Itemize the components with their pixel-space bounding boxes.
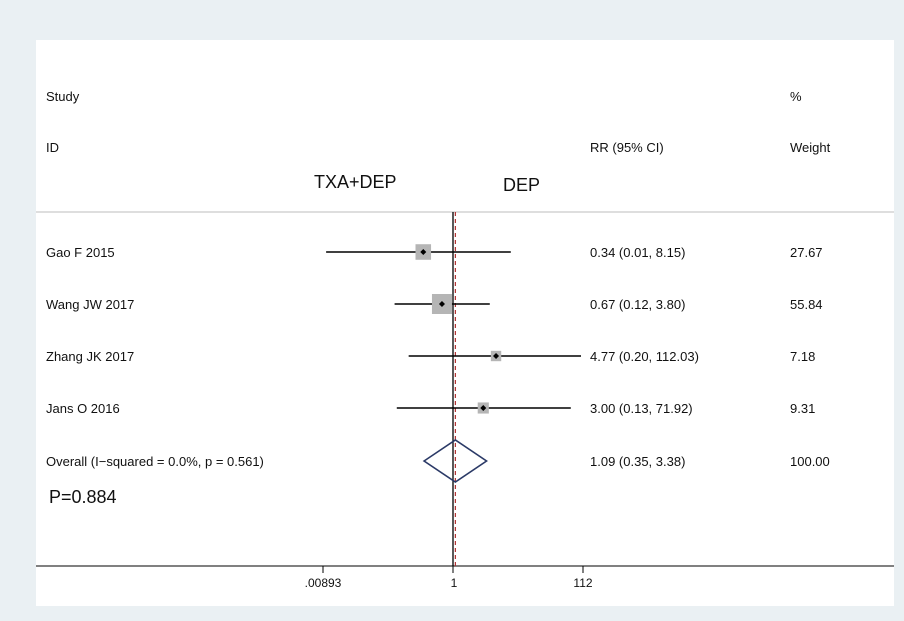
study-weight-text: 7.18 (790, 349, 816, 364)
study-label: Gao F 2015 (46, 245, 115, 260)
study-weight-text: 55.84 (790, 297, 823, 312)
header-weight: Weight (790, 140, 831, 155)
study-label: Jans O 2016 (46, 401, 120, 416)
favors-right-label: DEP (503, 175, 541, 195)
study-point-estimate (420, 249, 427, 255)
study-ci-text: 4.77 (0.20, 112.03) (590, 349, 699, 364)
overall-ci-text: 1.09 (0.35, 3.38) (590, 454, 686, 469)
plot-panel (36, 40, 894, 606)
overall-weight-text: 100.00 (790, 454, 830, 469)
header-id: ID (46, 140, 59, 155)
study-ci-text: 3.00 (0.13, 71.92) (590, 401, 693, 416)
study-point-estimate (493, 353, 500, 359)
study-point-estimate (480, 405, 487, 411)
x-tick-label: .00893 (304, 576, 342, 590)
x-tick-label: 1 (450, 576, 458, 590)
study-ci-text: 0.67 (0.12, 3.80) (590, 297, 686, 312)
study-label: Wang JW 2017 (46, 297, 135, 312)
header-ci: RR (95% CI) (590, 140, 664, 155)
study-point-estimate (438, 301, 445, 307)
study-weight-text: 9.31 (790, 401, 816, 416)
header-study: Study (46, 89, 80, 104)
study-weight-text: 27.67 (790, 245, 823, 260)
study-ci-text: 0.34 (0.01, 8.15) (590, 245, 686, 260)
favors-left-label: TXA+DEP (314, 172, 397, 192)
header-percent: % (790, 89, 802, 104)
overall-label: Overall (I−squared = 0.0%, p = 0.561) (46, 454, 264, 469)
x-tick-label: 112 (573, 576, 593, 590)
p-value-label: P=0.884 (49, 487, 117, 507)
overall-diamond (422, 439, 488, 483)
study-label: Zhang JK 2017 (46, 349, 135, 364)
